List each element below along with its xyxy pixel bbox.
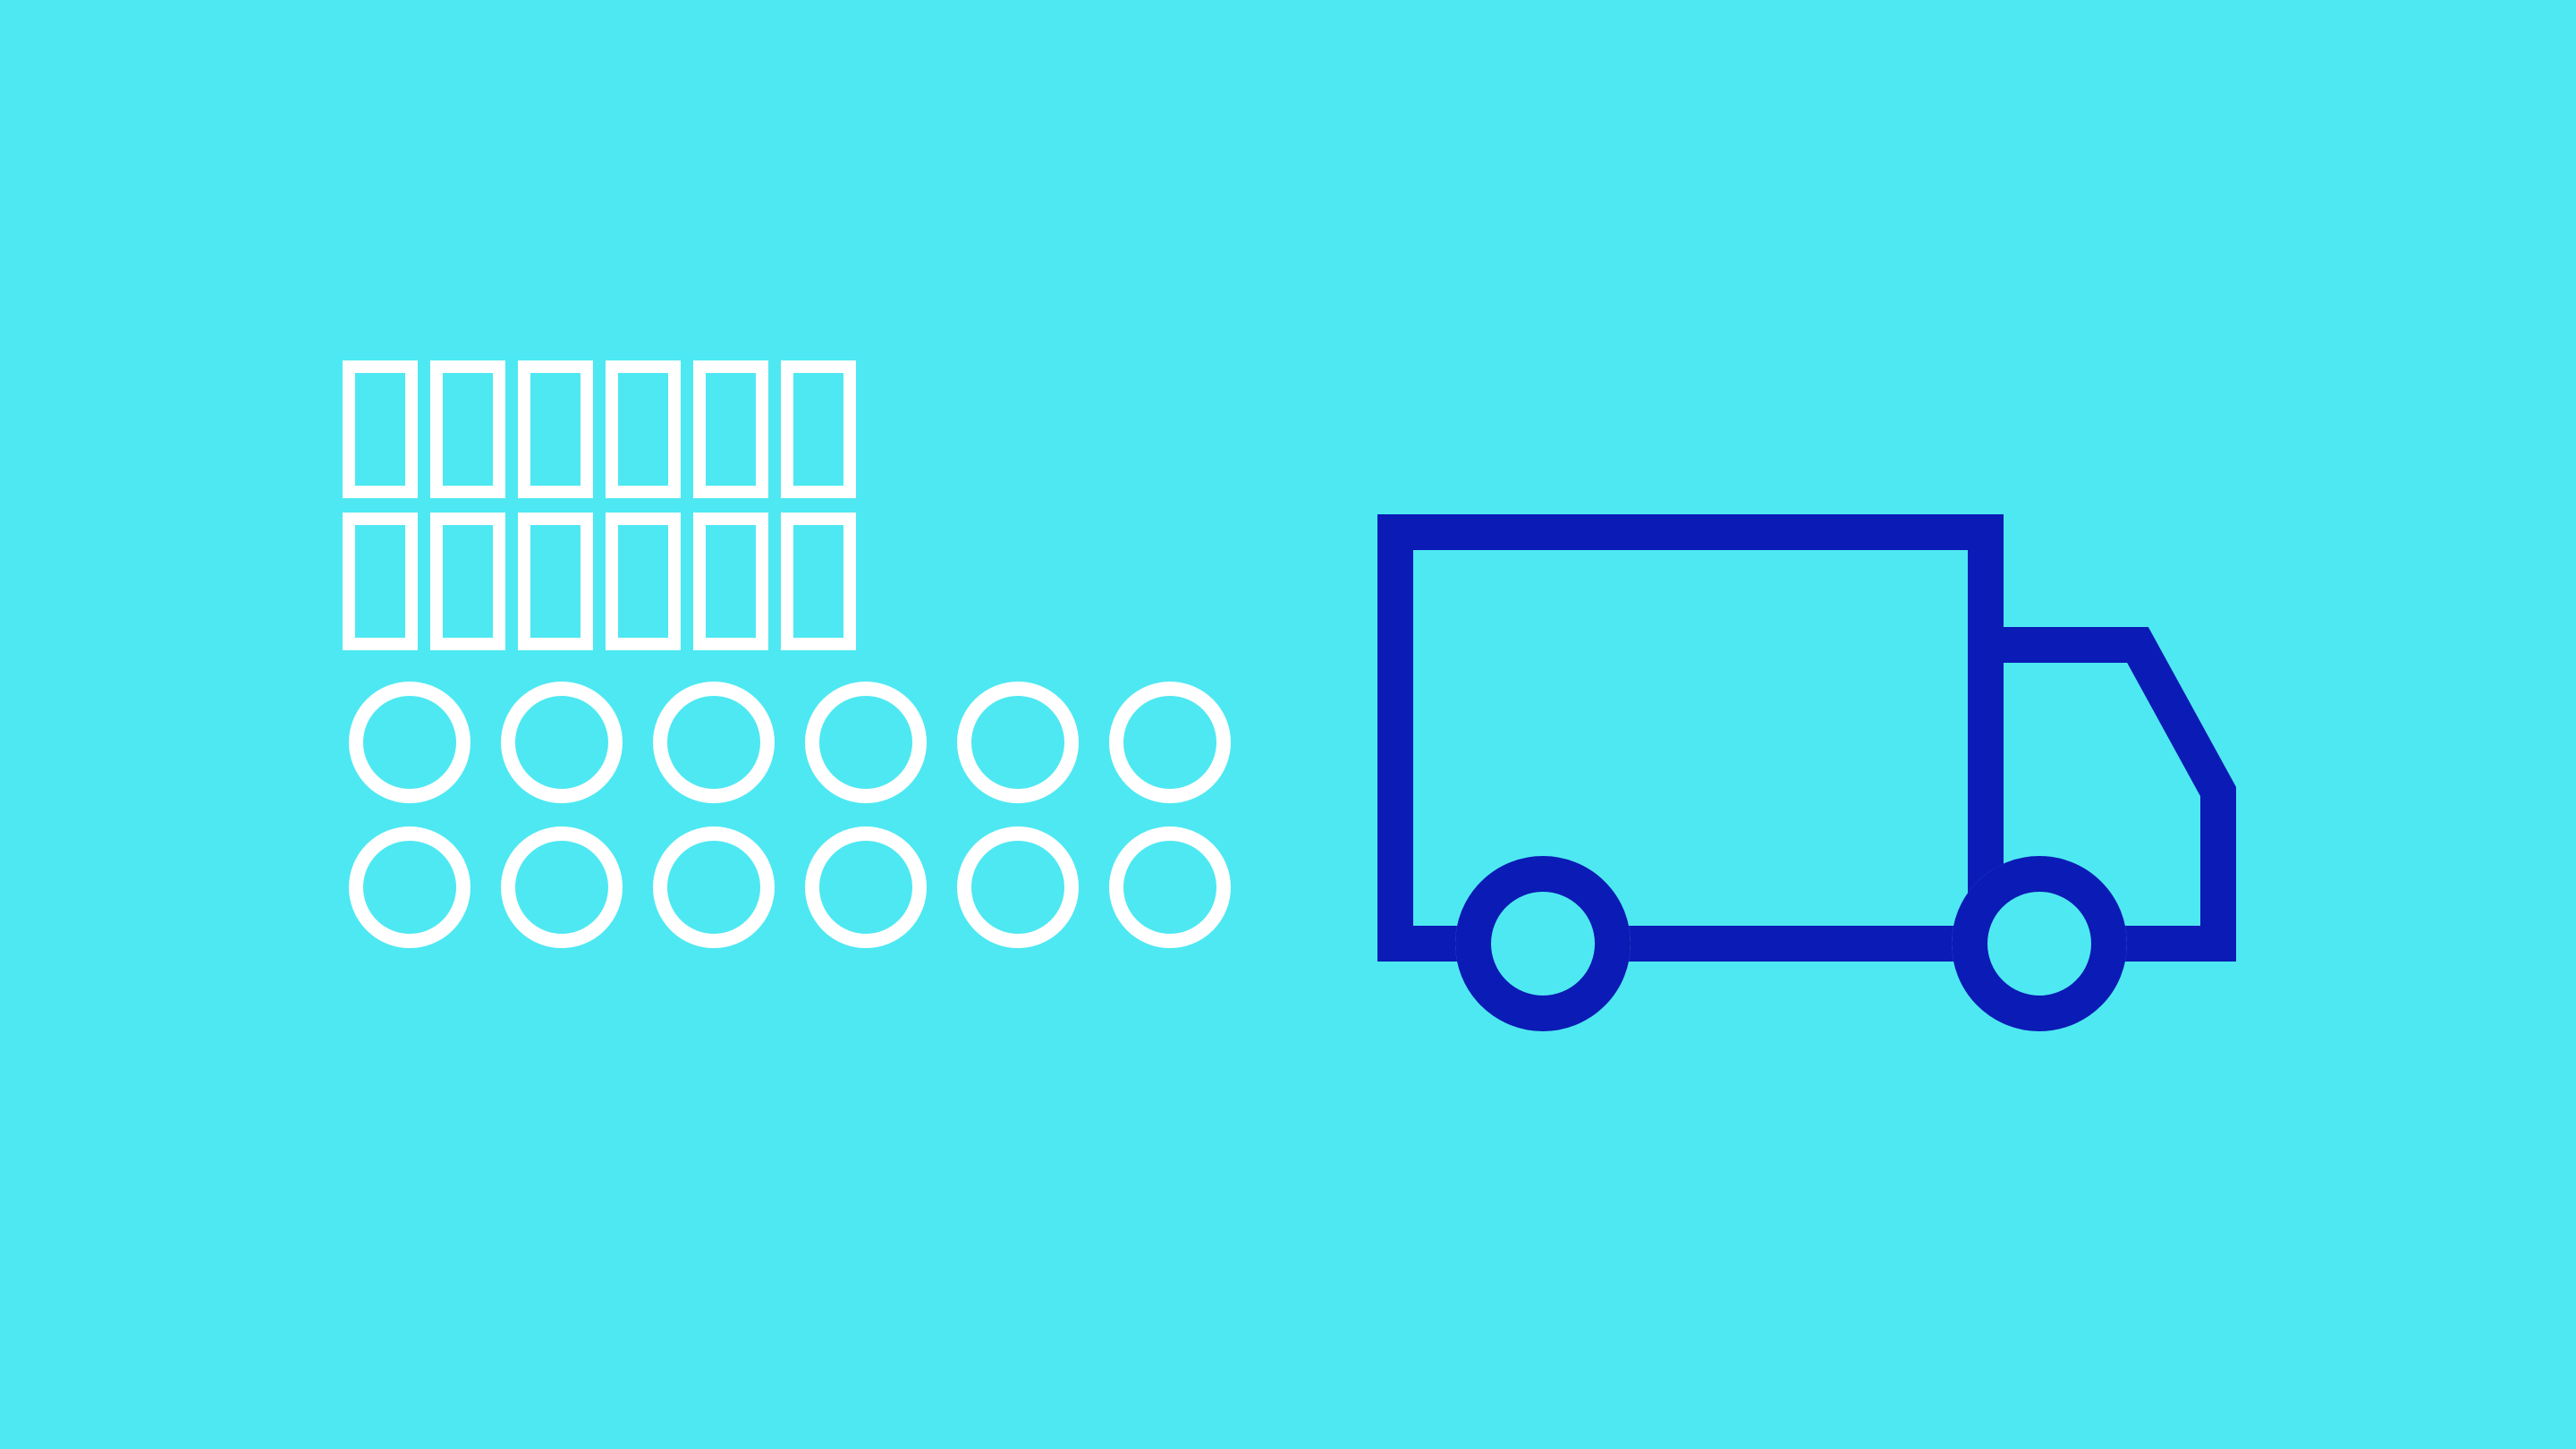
package-rect (349, 519, 411, 644)
package-circle (660, 834, 767, 941)
package-rect (699, 367, 762, 492)
package-circle (964, 834, 1072, 941)
package-circle (508, 689, 615, 796)
package-rect (436, 519, 499, 644)
truck-icon (1360, 496, 2254, 1049)
package-rect (699, 519, 762, 644)
package-circle (812, 834, 919, 941)
package-circle (812, 689, 919, 796)
package-rect (524, 519, 587, 644)
package-circle (356, 689, 463, 796)
infographic-canvas (0, 0, 2576, 1449)
package-rect (436, 367, 499, 492)
package-rect (787, 519, 850, 644)
package-rect (524, 367, 587, 492)
package-circle (1116, 689, 1224, 796)
package-rect (612, 519, 674, 644)
shapes-panel (327, 345, 1245, 962)
package-rect (349, 367, 411, 492)
package-circle (356, 834, 463, 941)
package-rect (612, 367, 674, 492)
package-rect (787, 367, 850, 492)
package-circle (1116, 834, 1224, 941)
package-circle (964, 689, 1072, 796)
package-circle (660, 689, 767, 796)
package-circle (508, 834, 615, 941)
